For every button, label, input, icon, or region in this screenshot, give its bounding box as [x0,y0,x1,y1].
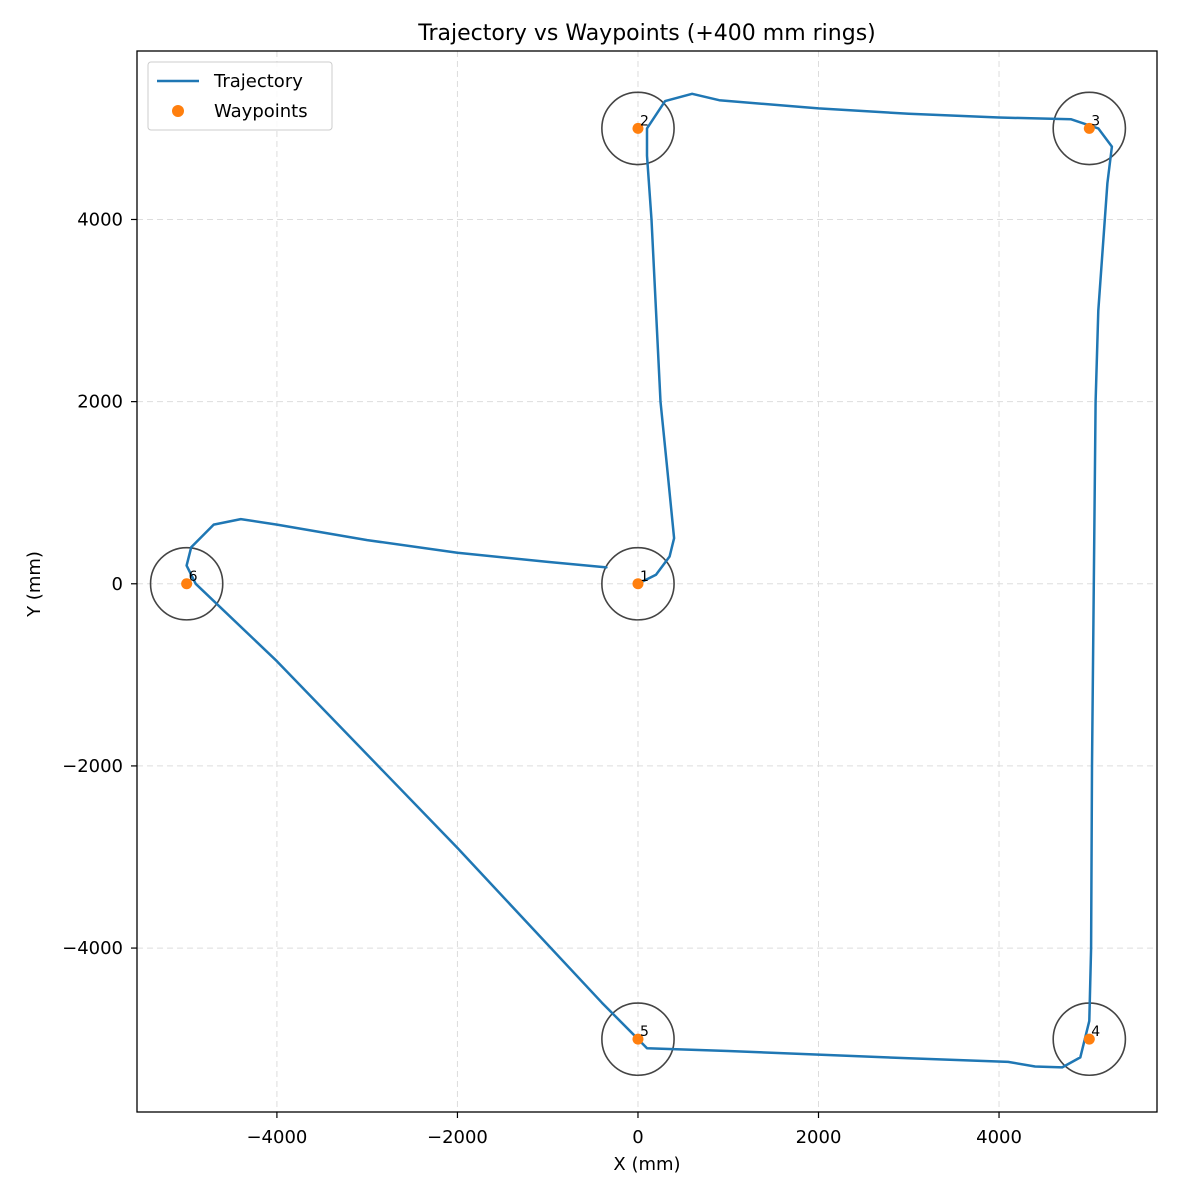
waypoint-ring [601,91,675,166]
plot-area-frame [136,50,1158,1113]
waypoint-marker [632,122,644,134]
waypoint-marker [1083,122,1095,134]
waypoint-series: 1 2 3 4 5 6 [181,113,1100,1045]
x-tick-label: 2000 [796,1127,842,1148]
waypoint-label: 6 [189,569,198,585]
waypoint-marker [181,578,193,590]
grid-lines [137,51,1157,1112]
waypoint-marker [632,578,644,590]
waypoint-label: 4 [1091,1024,1100,1040]
legend: Trajectory Waypoints [147,61,333,131]
waypoint-label: 5 [640,1024,649,1040]
legend-box [147,61,333,131]
trajectory-series [185,92,1114,1069]
waypoint-ring [149,546,224,621]
waypoint-label: 3 [1091,113,1100,129]
legend-waypoints-marker [172,105,184,117]
y-axis-label: Y (mm) [24,551,45,618]
x-axis-label: X (mm) [613,1154,680,1175]
waypoint-ring [601,546,675,621]
waypoint-label: 1 [640,569,649,585]
legend-trajectory-label: Trajectory [213,71,303,92]
chart-title: Trajectory vs Waypoints (+400 mm rings) [417,21,875,46]
x-tick-label: −2000 [427,1127,488,1148]
y-tick-label: 4000 [77,209,123,230]
waypoint-ring [1052,91,1127,166]
y-tick-label: −2000 [62,756,123,777]
y-tick-label: 0 [112,574,123,595]
x-tick-label: 0 [632,1127,643,1148]
axis-ticks: −4000 −2000 0 2000 4000 −4000 −2000 0 2000 4000 [62,209,1022,1148]
waypoint-label: 2 [640,113,649,129]
trajectory-line [185,92,1114,1069]
x-tick-label: 4000 [976,1127,1022,1148]
y-tick-label: 2000 [77,392,123,413]
y-tick-label: −4000 [62,938,123,959]
legend-waypoints-label: Waypoints [214,101,308,122]
x-tick-label: −4000 [246,1127,307,1148]
waypoint-ring [601,1002,675,1077]
waypoint-marker [632,1033,644,1045]
waypoint-marker [1083,1033,1095,1045]
